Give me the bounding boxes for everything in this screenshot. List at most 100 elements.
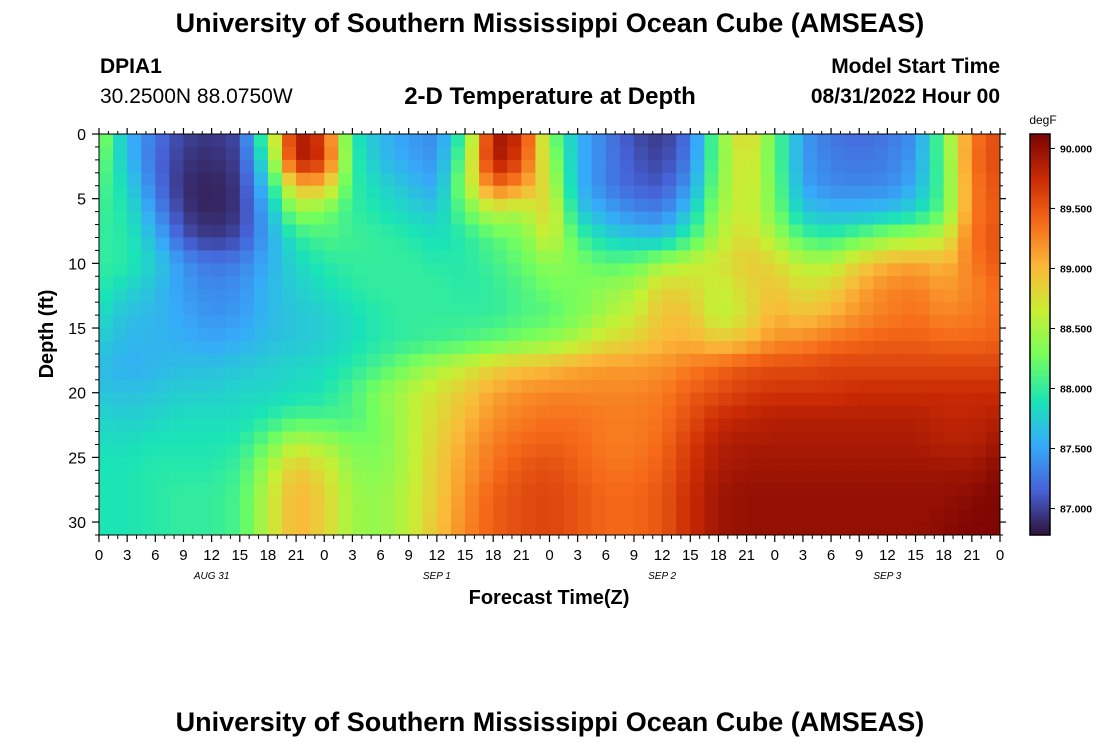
heatmap-cell [929,418,945,433]
heatmap-cell [493,366,508,381]
heatmap-cell [591,185,607,200]
heatmap-cell [479,289,494,303]
heatmap-cell [479,418,494,433]
heatmap-cell [282,302,297,316]
heatmap-cell [971,263,987,277]
heatmap-cell [957,340,973,355]
heatmap-cell [746,340,762,355]
heatmap-cell [662,172,677,187]
heatmap-cell [324,366,339,381]
heatmap-cell [648,159,663,174]
heatmap-cell [450,224,466,239]
heatmap-cell [338,340,354,355]
heatmap-cell [127,276,142,290]
heatmap-cell [957,185,973,200]
heatmap-cell [887,224,903,239]
heatmap-cell [746,224,762,239]
heatmap-cell [493,379,508,394]
heatmap-cell [422,146,438,161]
heatmap-cell [704,522,720,535]
heatmap-cell [338,315,354,329]
heatmap-cell [732,522,748,535]
heatmap-cell [859,353,874,368]
heatmap-cell [521,250,537,264]
heatmap-cell [282,198,297,213]
heatmap-cell [760,211,776,226]
heatmap-cell [169,250,185,264]
heatmap-cell [985,353,1000,368]
heatmap-cell [549,353,565,368]
heatmap-cell [507,522,522,535]
heatmap-cell [296,315,311,329]
heatmap-cell [394,328,410,342]
heatmap-cell [380,496,396,510]
heatmap-cell [479,379,494,394]
heatmap-cell [465,457,480,471]
heatmap-cell [831,379,846,394]
heatmap-cell [479,431,494,446]
heatmap-cell [225,250,241,264]
heatmap-cell [239,509,255,523]
heatmap-cell [493,483,508,497]
heatmap-cell [310,509,325,523]
heatmap-cell [366,211,382,226]
heatmap-cell [282,237,297,252]
heatmap-cell [169,418,185,433]
heatmap-cell [746,366,762,381]
heatmap-cell [619,418,635,433]
heatmap-cell [267,172,283,187]
heatmap-cell [310,340,325,355]
heatmap-cell [648,340,663,355]
heatmap-cell [408,405,424,420]
heatmap-cell [718,198,734,213]
heatmap-cell [676,340,691,355]
heatmap-cell [563,392,579,407]
heatmap-cell [760,172,776,187]
heatmap-cell [239,250,255,264]
heatmap-cell [253,483,269,497]
heatmap-cell [535,134,551,148]
heatmap-cell [352,405,368,420]
heatmap-cell [324,444,339,458]
heatmap-cell [774,379,790,394]
heatmap-cell [577,405,593,420]
heatmap-cell [141,405,156,420]
heatmap-cell [563,134,579,148]
heatmap-cell [957,328,973,342]
heatmap-cell [422,263,438,277]
heatmap-cell [873,418,888,433]
heatmap-cell [450,302,466,316]
heatmap-cell [957,509,973,523]
heatmap-cell [845,418,860,433]
heatmap-cell [929,198,945,213]
heatmap-cell [605,379,621,394]
heatmap-cell [211,263,227,277]
heatmap-cell [169,405,185,420]
heatmap-cell [887,289,903,303]
x-tick-label: 6 [376,547,384,564]
heatmap-cell [901,522,917,535]
heatmap-cell [127,211,142,226]
heatmap-cell [113,509,128,523]
heatmap-cell [366,198,382,213]
station-id: DPIA1 [100,55,162,78]
heatmap-cell [690,315,705,329]
heatmap-cell [507,185,522,200]
heatmap-cell [859,276,874,290]
heatmap-cell [225,392,241,407]
heatmap-cell [718,328,734,342]
heatmap-cell [422,250,438,264]
heatmap-cell [380,315,396,329]
heatmap-cell [436,353,452,368]
heatmap-cell [971,353,987,368]
heatmap-cell [211,237,227,252]
heatmap-cell [436,470,452,484]
heatmap-cell [239,483,255,497]
heatmap-cell [507,392,522,407]
heatmap-cell [296,185,311,200]
heatmap-cell [99,340,114,355]
heatmap-cell [577,211,593,226]
heatmap-cell [704,276,720,290]
heatmap-cell [718,146,734,161]
heatmap-cell [310,134,325,148]
